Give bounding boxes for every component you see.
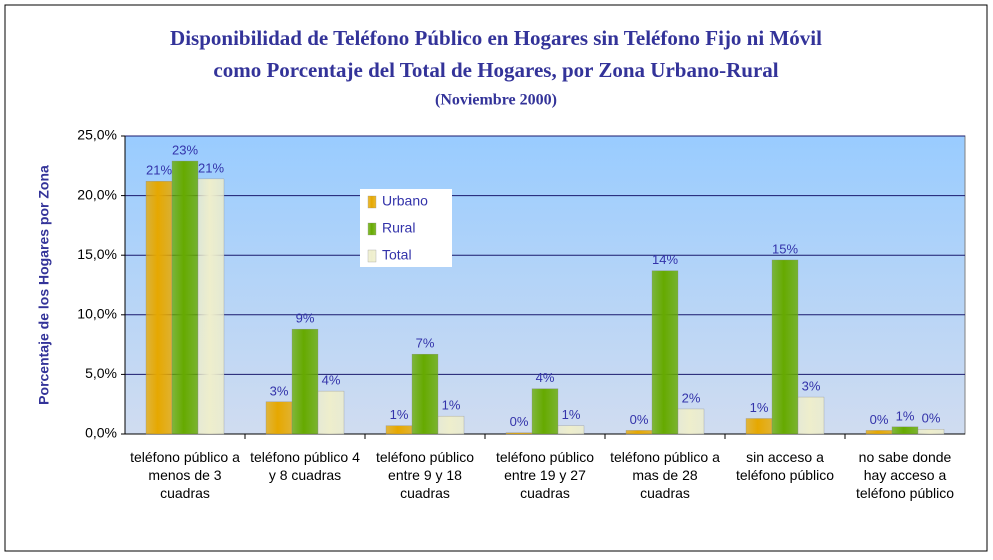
value-label: 4% [536,370,555,385]
value-label: 21% [198,160,224,175]
value-label: 0% [870,412,889,427]
y-tick-label: 0,0% [85,425,117,441]
bar [145,181,173,435]
legend-swatch [367,249,377,263]
bar [917,429,945,435]
bar [677,408,705,435]
bar [771,259,799,435]
chart-title: Disponibilidad de Teléfono Público en Ho… [170,26,822,50]
bar [437,415,465,435]
bar [385,425,413,435]
y-tick-label: 25,0% [77,127,117,143]
bar [865,430,893,435]
value-label: 23% [172,142,198,157]
bar [651,270,679,435]
bar [411,353,439,435]
x-tick-label: teléfono público entre 9 y 18 cuadras [375,449,475,501]
bar [265,401,293,435]
value-label: 0% [510,414,529,429]
value-label: 7% [416,336,435,351]
y-axis-title: Porcentaje de los Hogares por Zona [36,165,52,405]
legend-label: Urbano [382,193,428,209]
value-label: 1% [562,407,581,422]
bar [317,390,345,435]
value-label: 2% [682,390,701,405]
bar [797,396,825,435]
x-tick-label: teléfono público a mas de 28 cuadras [610,449,720,501]
bar [891,426,919,435]
value-label: 4% [322,373,341,388]
bar [625,430,653,435]
legend-swatch [367,195,377,209]
x-tick-label: teléfono público 4 y 8 cuadras [250,449,360,483]
bar [745,418,773,435]
bar [197,178,225,435]
value-label: 0% [630,412,649,427]
x-tick-label: sin acceso a teléfono público [735,449,835,483]
x-tick-label: teléfono público entre 19 y 27 cuadras [495,449,595,501]
bar [291,328,319,435]
bar [531,388,559,435]
value-label: 1% [750,400,769,415]
value-label: 1% [442,398,461,413]
chart-title: como Porcentaje del Total de Hogares, po… [213,58,778,82]
value-label: 21% [146,163,172,178]
value-label: 14% [652,252,678,267]
legend-swatch [367,222,377,236]
value-label: 3% [802,378,821,393]
y-tick-label: 15,0% [77,246,117,262]
y-tick-label: 5,0% [85,365,117,381]
x-tick-label: teléfono público a menos de 3 cuadras [130,449,240,501]
value-label: 15% [772,241,798,256]
value-label: 9% [296,311,315,326]
value-label: 3% [270,383,289,398]
value-label: 1% [390,407,409,422]
bar [171,160,199,435]
bar [557,425,585,435]
plot-area [124,135,966,435]
y-tick-label: 20,0% [77,186,117,202]
x-tick-label: no sabe donde hay acceso a teléfono públ… [855,449,955,501]
y-tick-label: 10,0% [77,306,117,322]
bar [505,432,533,435]
chart-subtitle: (Noviembre 2000) [435,92,557,109]
legend-label: Rural [382,220,415,236]
value-label: 1% [896,408,915,423]
value-label: 0% [922,411,941,426]
legend-label: Total [382,247,412,263]
